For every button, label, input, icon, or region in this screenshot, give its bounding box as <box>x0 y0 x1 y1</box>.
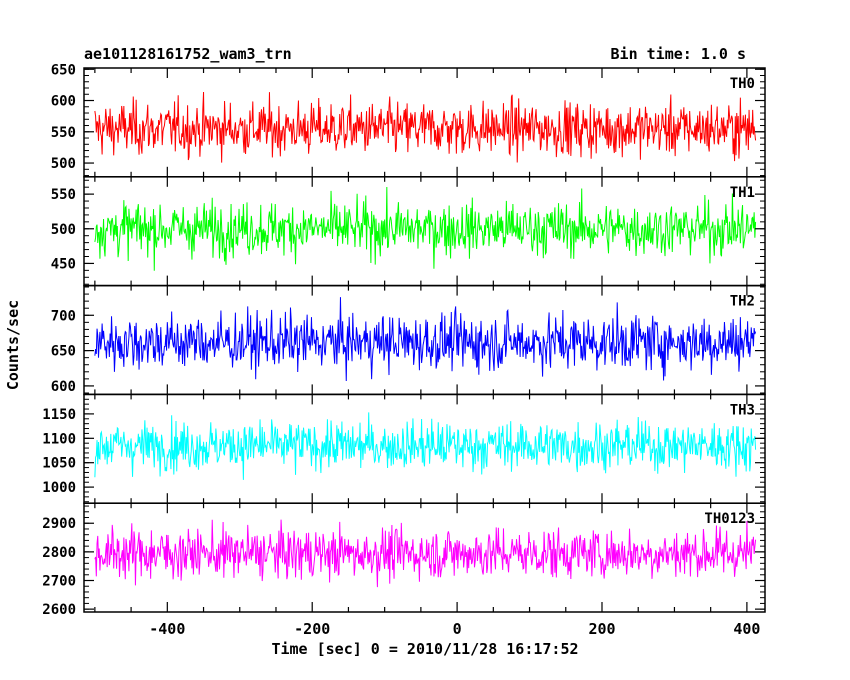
y-tick-label: 2800 <box>42 545 76 561</box>
panel-label-th1: TH1 <box>730 185 755 201</box>
y-tick-label: 600 <box>51 94 76 110</box>
panel-th0: 500 550 600 650 TH0 <box>51 62 766 178</box>
series-line-th2 <box>94 297 757 381</box>
panel-th1: 450 500 550 TH1 <box>51 176 766 287</box>
panel-label-th2: TH2 <box>730 294 755 310</box>
y-tick-label: 1050 <box>42 456 76 472</box>
series-line-th1 <box>94 187 757 271</box>
panel-label-th0123: TH0123 <box>704 511 755 527</box>
chart-title-left: ae101128161752_wam3_trn <box>84 45 292 63</box>
panel-label-th0: TH0 <box>730 76 755 92</box>
series-line-th0123 <box>94 519 757 588</box>
y-tick-label: 2700 <box>42 574 76 590</box>
x-axis-tick-labels: -400 -200 0 200 400 <box>149 620 760 638</box>
y-tick-label: 2600 <box>42 602 76 618</box>
y-tick-label: 500 <box>51 222 76 238</box>
panel-th0123: 2600 2700 2800 2900 TH0123 <box>42 502 766 618</box>
y-tick-label: 1150 <box>42 407 76 423</box>
y-tick-label: 600 <box>51 379 76 395</box>
y-tick-label: 1000 <box>42 480 76 496</box>
x-tick-label: 200 <box>588 620 615 638</box>
series-line-th0 <box>94 91 757 163</box>
y-tick-label: 650 <box>51 62 76 78</box>
panels-group: 500 550 600 650 TH0 450 500 550 TH1 600 650 700 TH2 1… <box>42 62 766 618</box>
y-tick-label: 650 <box>51 344 76 360</box>
panel-th2: 600 650 700 TH2 <box>51 284 766 396</box>
y-axis-label: Counts/sec <box>4 300 22 390</box>
panel-label-th3: TH3 <box>730 402 755 418</box>
y-tick-label: 550 <box>51 125 76 141</box>
x-tick-label: 400 <box>733 620 760 638</box>
x-tick-label: 0 <box>453 620 462 638</box>
y-tick-label: 700 <box>51 308 76 324</box>
chart-title-right: Bin time: 1.0 s <box>611 45 746 63</box>
y-tick-label: 2900 <box>42 516 76 532</box>
x-axis-label: Time [sec] 0 = 2010/11/28 16:17:52 <box>271 640 578 658</box>
x-tick-label: -400 <box>149 620 185 638</box>
y-tick-label: 450 <box>51 256 76 272</box>
y-tick-label: 500 <box>51 156 76 172</box>
y-tick-label: 1100 <box>42 431 76 447</box>
series-line-th3 <box>94 412 757 480</box>
panel-th3: 1000 1050 1100 1150 TH3 <box>42 393 766 504</box>
y-tick-label: 550 <box>51 187 76 203</box>
x-tick-label: -200 <box>294 620 330 638</box>
